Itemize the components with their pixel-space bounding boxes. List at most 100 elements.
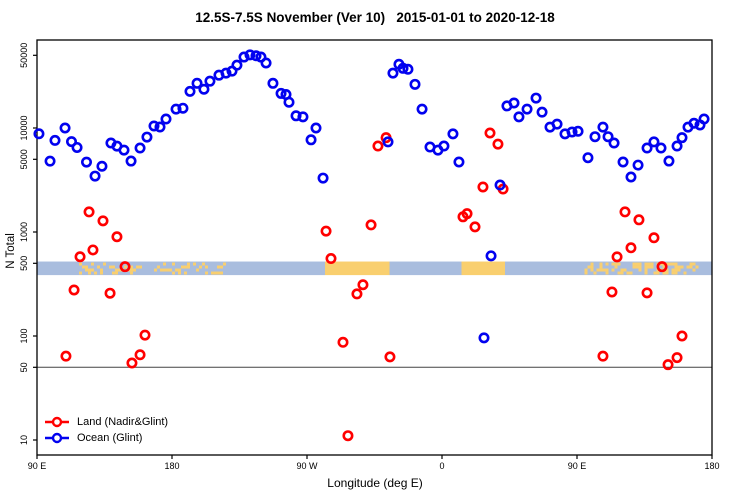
data-point-ocean: [198, 83, 210, 95]
map-band-island: [680, 265, 684, 269]
data-point-ocean: [250, 50, 262, 62]
map-band-island: [172, 262, 175, 266]
y-tick-label: 100: [19, 328, 29, 343]
data-point-ocean: [602, 131, 614, 143]
data-point-land: [662, 359, 674, 371]
map-band-island: [590, 268, 594, 272]
map-band-ocean: [701, 261, 712, 276]
data-point-ocean: [305, 134, 317, 146]
map-band-island: [115, 268, 118, 272]
map-band-island: [223, 262, 226, 266]
map-band-island: [674, 265, 678, 269]
map-band-island: [172, 271, 175, 275]
map-band-island: [614, 265, 618, 269]
data-point-land: [74, 251, 86, 263]
map-band-island: [626, 271, 630, 275]
y-tick-label: 500: [19, 256, 29, 271]
data-point-land: [357, 279, 369, 291]
map-band-island: [88, 271, 91, 275]
map-band-island: [590, 262, 594, 266]
data-point-land: [606, 286, 618, 298]
data-point-ocean: [177, 102, 189, 114]
data-point-ocean: [397, 62, 409, 74]
data-point-ocean: [530, 92, 542, 104]
map-band-island: [620, 271, 624, 275]
map-band-island: [181, 265, 184, 269]
map-band-island: [584, 271, 588, 275]
data-point-land: [325, 253, 337, 265]
chart-legend: Land (Nadir&Glint) Ocean (Glint): [44, 414, 168, 446]
map-band-island: [205, 265, 208, 269]
data-point-ocean: [89, 170, 101, 182]
map-band-island: [611, 262, 615, 266]
map-band-island: [178, 271, 181, 275]
map-band-island: [118, 268, 121, 272]
map-band-island: [644, 268, 648, 272]
data-point-ocean: [536, 106, 548, 118]
map-band-island: [178, 268, 181, 272]
data-point-ocean: [170, 103, 182, 115]
map-band-island: [689, 265, 693, 269]
data-point-land: [119, 261, 131, 273]
data-point-ocean: [148, 120, 160, 132]
map-band-island: [632, 265, 636, 269]
data-point-ocean: [184, 85, 196, 97]
data-point-ocean: [632, 159, 644, 171]
map-band-island: [638, 265, 642, 269]
data-point-land: [648, 232, 660, 244]
data-point-ocean: [134, 142, 146, 154]
data-point-ocean: [118, 144, 130, 156]
data-point-ocean: [582, 152, 594, 164]
map-band-island: [605, 262, 609, 266]
data-point-ocean: [698, 113, 710, 125]
map-band-island: [632, 262, 636, 266]
map-band-island: [599, 265, 603, 269]
map-band-island: [82, 265, 85, 269]
map-band-island: [139, 265, 142, 269]
plot-frame: [36, 39, 713, 456]
data-point-land: [68, 284, 80, 296]
data-point-ocean: [589, 131, 601, 143]
data-point-land: [671, 352, 683, 364]
map-band-island: [202, 262, 205, 266]
map-band-island: [665, 268, 669, 272]
map-band-island: [187, 265, 190, 269]
data-point-ocean: [447, 128, 459, 140]
data-point-land: [641, 287, 653, 299]
data-point-ocean: [409, 78, 421, 90]
data-point-ocean: [566, 126, 578, 138]
data-point-ocean: [453, 156, 465, 168]
data-point-ocean: [297, 111, 309, 123]
data-point-ocean: [260, 57, 272, 69]
data-point-ocean: [204, 75, 216, 87]
map-band-island: [166, 268, 169, 272]
map-band-island: [650, 265, 654, 269]
data-point-ocean: [597, 121, 609, 133]
map-band-island: [677, 268, 681, 272]
map-band-island: [596, 268, 600, 272]
map-band-island: [187, 262, 190, 266]
data-point-ocean: [96, 160, 108, 172]
map-band-island: [638, 262, 642, 266]
data-point-ocean: [125, 155, 137, 167]
map-band-island: [692, 262, 696, 266]
map-band-island: [665, 262, 669, 266]
data-point-land: [365, 219, 377, 231]
map-band-island: [112, 271, 115, 275]
map-band-island: [599, 262, 603, 266]
data-point-ocean: [81, 156, 93, 168]
map-band-island: [647, 265, 651, 269]
data-point-land: [111, 231, 123, 243]
map-band-island: [196, 268, 199, 272]
legend-item-ocean: Ocean (Glint): [44, 430, 168, 446]
map-band-island: [674, 262, 678, 266]
data-point-ocean: [513, 111, 525, 123]
y-tick-label: 10: [19, 435, 29, 445]
data-point-ocean: [290, 110, 302, 122]
data-point-land: [87, 244, 99, 256]
map-band-island: [665, 271, 669, 275]
map-band-island: [85, 265, 88, 269]
legend-label-ocean: Ocean (Glint): [77, 432, 143, 444]
map-band-island: [662, 271, 666, 275]
map-band-island: [674, 268, 678, 272]
